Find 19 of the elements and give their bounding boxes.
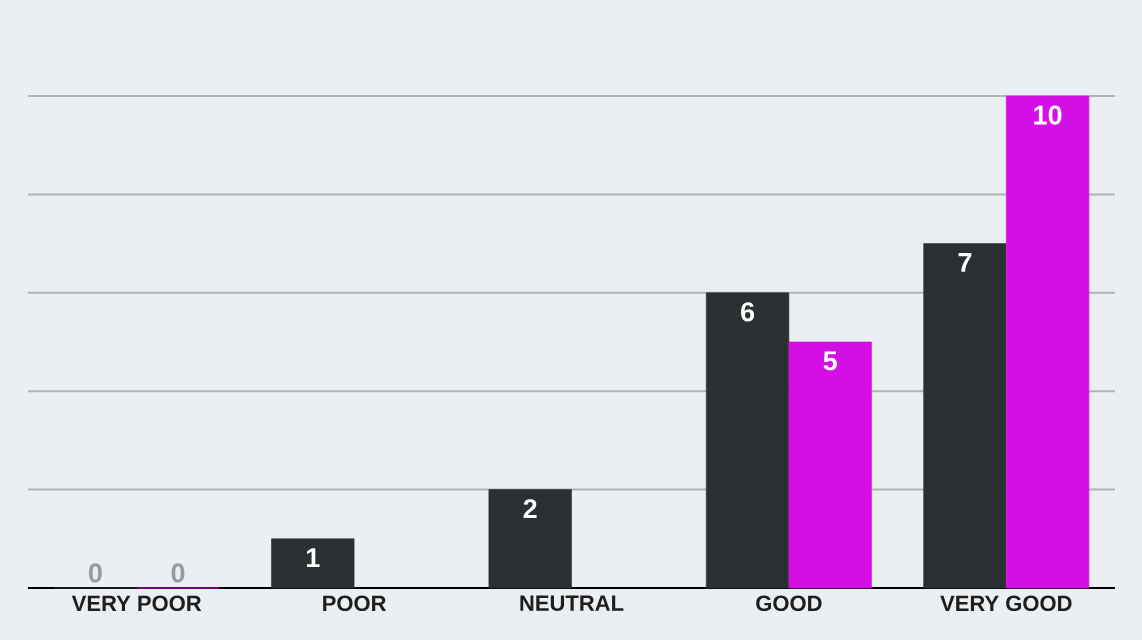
x-tick-label: POOR	[323, 595, 387, 612]
bar	[271, 538, 355, 589]
bar	[705, 292, 790, 589]
data-label: 6	[741, 302, 755, 322]
data-label: 0	[88, 563, 102, 583]
x-tick-label: NEUTRAL	[520, 595, 624, 611]
bar	[788, 341, 872, 589]
data-label: 5	[823, 351, 837, 371]
data-label: 10	[1034, 105, 1062, 125]
bar	[488, 489, 572, 589]
bar	[1005, 95, 1090, 589]
x-tick-label: VERY POOR	[71, 595, 202, 612]
data-label: 2	[523, 499, 537, 518]
x-tick-label: VERY GOOD	[940, 595, 1072, 612]
data-label: 7	[958, 253, 972, 272]
bar	[923, 243, 1007, 589]
x-tick-label: GOOD	[756, 595, 822, 612]
data-label: 0	[171, 563, 185, 583]
data-label: 1	[306, 548, 320, 567]
